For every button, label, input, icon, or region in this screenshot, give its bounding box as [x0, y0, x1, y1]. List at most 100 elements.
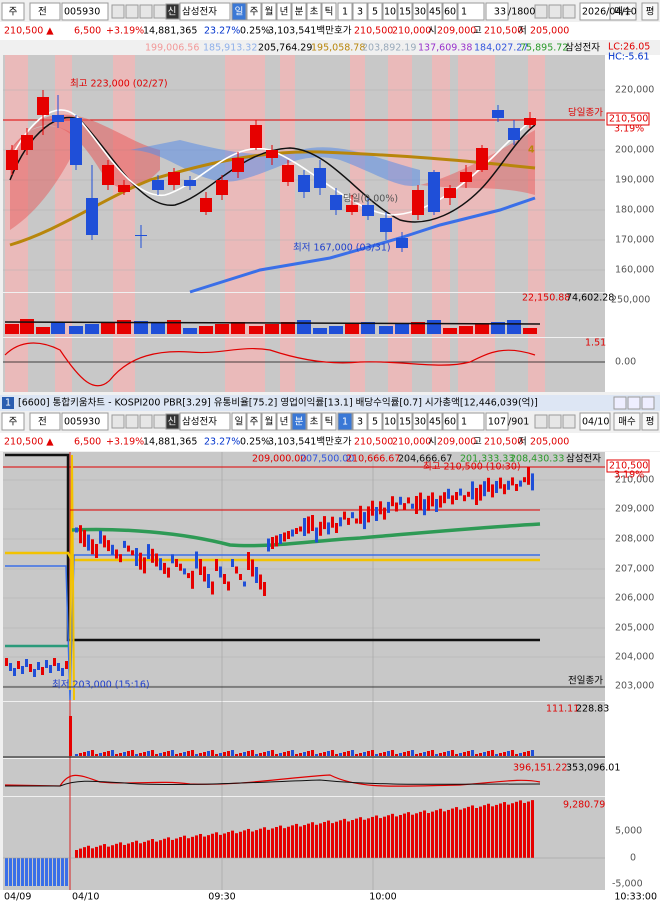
icon-button[interactable]	[153, 414, 167, 429]
icon-button[interactable]	[111, 4, 125, 19]
icon-button[interactable]	[153, 4, 167, 19]
interval-button[interactable]: 1	[342, 417, 348, 428]
eval-button[interactable]	[641, 412, 659, 431]
period-button[interactable]: 틱	[325, 416, 334, 428]
period-button[interactable]	[231, 2, 247, 21]
unit-dropdown[interactable]	[457, 412, 485, 431]
interval-button[interactable]	[397, 2, 413, 21]
interval-button[interactable]: 15	[399, 417, 411, 428]
interval-button[interactable]: 1	[342, 7, 348, 18]
icon-button[interactable]	[548, 4, 562, 19]
window-button[interactable]	[641, 396, 655, 410]
period-button[interactable]	[291, 412, 307, 431]
interval-button[interactable]: 10	[384, 417, 396, 428]
market-button[interactable]: 주	[9, 417, 18, 428]
interval-button[interactable]	[367, 412, 383, 431]
interval-button[interactable]: 60	[444, 7, 456, 18]
period-button[interactable]	[306, 2, 322, 21]
interval-button[interactable]	[352, 2, 368, 21]
period-button[interactable]	[246, 412, 262, 431]
icon-button[interactable]	[139, 414, 153, 429]
interval-button[interactable]: 30	[414, 7, 426, 18]
buy-button[interactable]: 매수	[614, 7, 632, 18]
button[interactable]	[1, 2, 25, 21]
code-input[interactable]	[61, 412, 109, 431]
date-input[interactable]	[579, 412, 611, 431]
interval-button[interactable]	[382, 2, 398, 21]
period-button[interactable]: 주	[250, 417, 259, 428]
period-button[interactable]: 일	[235, 7, 244, 18]
period-button[interactable]: 주	[250, 7, 259, 18]
interval-button[interactable]	[412, 412, 428, 431]
interval-button[interactable]: 30	[414, 417, 426, 428]
unit-dropdown[interactable]	[457, 2, 485, 21]
eval-button[interactable]: 평	[646, 417, 655, 428]
market-button[interactable]: 주	[9, 7, 18, 18]
eval-button[interactable]	[641, 2, 659, 21]
period-button[interactable]	[276, 412, 292, 431]
icon-button[interactable]	[562, 414, 576, 429]
interval-button[interactable]	[337, 412, 353, 431]
count-input[interactable]	[485, 2, 509, 21]
window-button[interactable]	[613, 396, 627, 410]
interval-button[interactable]	[442, 2, 458, 21]
icon-button[interactable]	[534, 414, 548, 429]
period-button[interactable]: 일	[235, 417, 244, 428]
interval-button[interactable]: 3	[357, 417, 363, 428]
interval-button[interactable]: 15	[399, 7, 411, 18]
interval-button[interactable]: 45	[429, 417, 441, 428]
buy-button[interactable]: 매수	[618, 417, 636, 428]
window-button[interactable]	[627, 396, 641, 410]
icon-button[interactable]	[125, 4, 139, 19]
period-button[interactable]	[231, 412, 247, 431]
period-button[interactable]	[261, 412, 277, 431]
period-button[interactable]	[321, 2, 337, 21]
interval-button[interactable]: 3	[357, 7, 363, 18]
eval-button[interactable]: 평	[646, 7, 655, 18]
buy-button[interactable]	[609, 2, 637, 21]
type-dropdown[interactable]: 전	[38, 417, 47, 428]
interval-button[interactable]	[427, 412, 443, 431]
interval-button[interactable]	[352, 412, 368, 431]
icon-button[interactable]	[111, 414, 125, 429]
interval-button[interactable]	[337, 2, 353, 21]
count-input[interactable]	[485, 412, 509, 431]
interval-button[interactable]	[397, 412, 413, 431]
period-button[interactable]: 초	[310, 7, 319, 18]
type-dropdown[interactable]: 전	[38, 7, 47, 18]
period-button[interactable]	[291, 2, 307, 21]
icon-button[interactable]	[139, 4, 153, 19]
period-button[interactable]: 틱	[325, 6, 334, 18]
icon-button[interactable]	[548, 414, 562, 429]
period-button[interactable]: 분	[295, 7, 304, 18]
button[interactable]	[1, 412, 25, 431]
interval-button[interactable]	[442, 412, 458, 431]
period-button[interactable]	[321, 412, 337, 431]
period-button[interactable]	[306, 412, 322, 431]
period-button[interactable]: 초	[310, 417, 319, 428]
interval-button[interactable]: 10	[384, 7, 396, 18]
code-input[interactable]	[61, 2, 109, 21]
period-button[interactable]: 월	[265, 6, 274, 18]
interval-button[interactable]: 45	[429, 7, 441, 18]
interval-button[interactable]	[427, 2, 443, 21]
period-button[interactable]: 년	[280, 7, 289, 18]
icon-button[interactable]	[534, 4, 548, 19]
icon-button[interactable]	[562, 4, 576, 19]
buy-button[interactable]	[613, 412, 641, 431]
period-button[interactable]	[261, 2, 277, 21]
interval-button[interactable]: 5	[372, 417, 378, 428]
icon-button[interactable]	[125, 414, 139, 429]
interval-button[interactable]	[412, 2, 428, 21]
period-button[interactable]: 월	[265, 416, 274, 428]
period-button[interactable]: 년	[280, 417, 289, 428]
period-button[interactable]	[246, 2, 262, 21]
period-button[interactable]: 분	[295, 417, 304, 428]
dropdown[interactable]	[29, 412, 61, 431]
interval-button[interactable]: 5	[372, 7, 378, 18]
interval-button[interactable]: 60	[444, 417, 456, 428]
dropdown[interactable]	[29, 2, 61, 21]
period-button[interactable]	[276, 2, 292, 21]
interval-button[interactable]	[382, 412, 398, 431]
interval-button[interactable]	[367, 2, 383, 21]
